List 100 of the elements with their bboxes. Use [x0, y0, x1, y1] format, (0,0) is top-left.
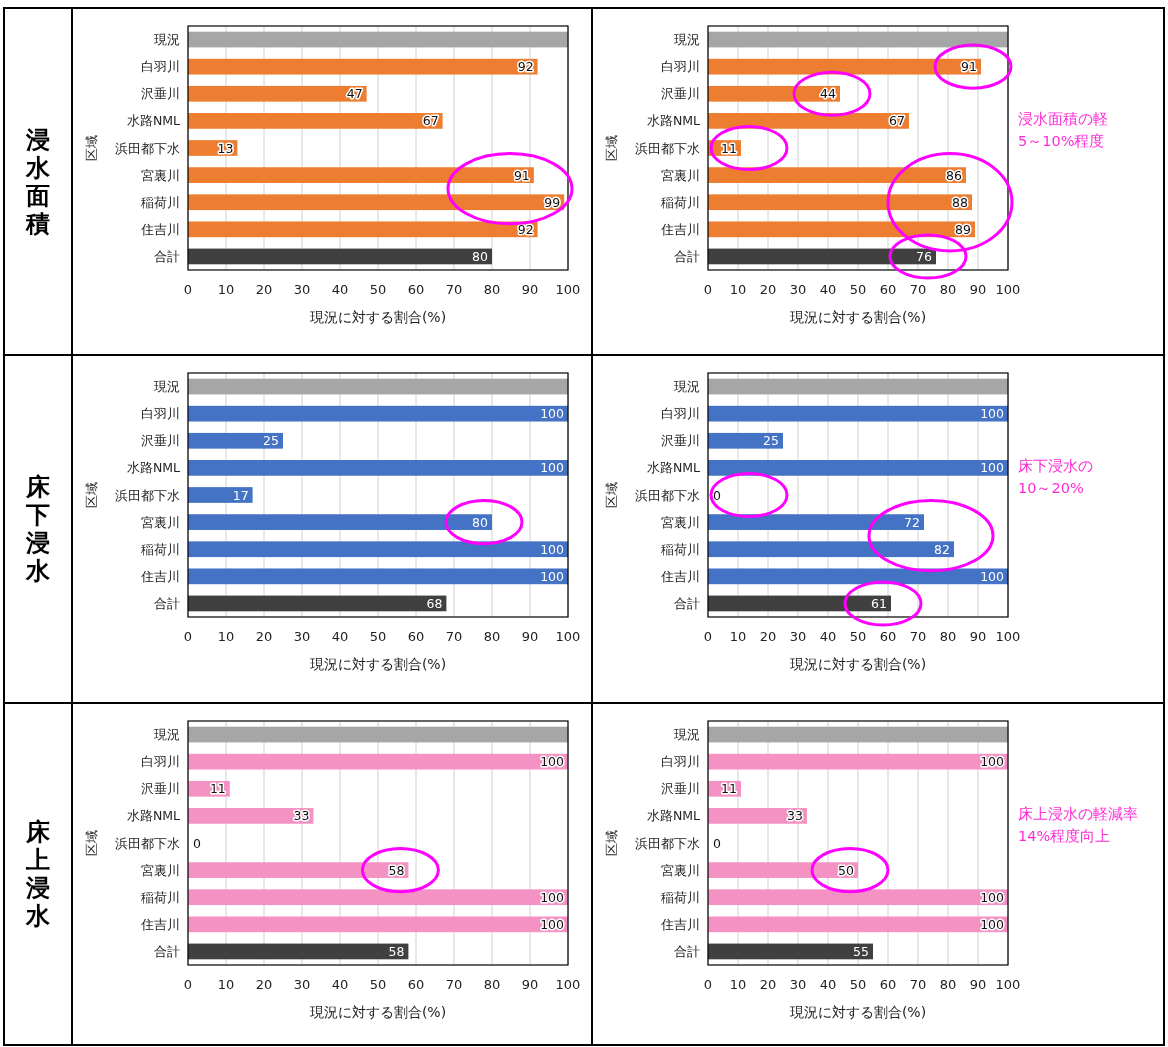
x-tick-label: 60	[407, 282, 425, 297]
y-tick-label: 稲荷川	[141, 194, 180, 210]
x-tick-label: 40	[331, 977, 349, 992]
bar	[708, 58, 981, 75]
data-label: 99	[544, 194, 561, 210]
text: 床上浸水	[25, 818, 51, 930]
y-axis-title: 区域	[84, 135, 99, 161]
bar	[708, 862, 858, 878]
bar	[708, 405, 1008, 422]
bar	[708, 889, 1008, 906]
y-tick-label: 稲荷川	[141, 889, 180, 905]
y-tick-label: 住吉川	[140, 916, 180, 932]
bar	[188, 460, 568, 476]
x-tick-label: 40	[331, 629, 349, 644]
y-tick-label: 水路NML	[126, 113, 181, 129]
y-tick-label: 現況	[154, 727, 180, 743]
bar	[188, 595, 447, 612]
y-tick-label: 水路NML	[126, 808, 181, 824]
y-tick-label: 浜田都下水	[115, 140, 180, 156]
x-tick-label: 80	[939, 629, 957, 644]
y-axis-title: 区域	[604, 135, 619, 161]
x-tick-label: 70	[909, 977, 927, 992]
y-tick-label: 合計	[674, 943, 700, 959]
y-tick-label: 白羽川	[141, 406, 180, 422]
data-label: 100	[540, 754, 565, 770]
y-tick-label: 住吉川	[660, 221, 700, 237]
y-tick-label: 浜田都下水	[635, 487, 700, 503]
x-tick-label: 60	[879, 629, 897, 644]
x-tick-label: 90	[521, 629, 539, 644]
x-tick-label: 70	[909, 282, 927, 297]
text: 浸水面積	[25, 125, 51, 238]
x-tick-label: 40	[819, 282, 837, 297]
x-tick-label: 20	[759, 629, 777, 644]
data-label: 100	[540, 568, 565, 584]
data-label: 100	[540, 889, 565, 905]
data-label: 80	[472, 248, 489, 264]
x-axis-title: 現況に対する割合(%)	[309, 656, 447, 672]
x-tick-label: 80	[939, 977, 957, 992]
x-tick-label: 10	[729, 629, 747, 644]
data-label: 33	[293, 808, 310, 824]
y-tick-label: 宮裏川	[141, 514, 180, 530]
x-axis-title: 現況に対する割合(%)	[309, 309, 447, 325]
bar	[188, 405, 568, 422]
x-tick-label: 90	[969, 282, 987, 297]
x-tick-label: 30	[293, 977, 311, 992]
y-tick-label: 宮裏川	[141, 167, 180, 183]
y-tick-label: 浜田都下水	[115, 835, 180, 851]
x-tick-label: 10	[729, 977, 747, 992]
x-tick-label: 100	[555, 977, 581, 992]
data-label: 0	[713, 487, 721, 503]
bar	[188, 541, 568, 558]
x-tick-label: 20	[255, 977, 273, 992]
x-tick-label: 80	[939, 282, 957, 297]
y-tick-label: 住吉川	[140, 221, 180, 237]
x-tick-label: 10	[217, 282, 235, 297]
data-label: 72	[904, 514, 920, 530]
x-tick-label: 20	[255, 629, 273, 644]
bar	[188, 726, 568, 743]
text: 床下浸水の	[1018, 457, 1093, 474]
x-tick-label: 70	[445, 282, 463, 297]
y-tick-label: 沢垂川	[661, 433, 700, 449]
x-tick-label: 90	[969, 977, 987, 992]
bar	[188, 85, 367, 102]
bar	[188, 113, 443, 129]
bar	[708, 378, 1008, 395]
bar	[188, 487, 253, 503]
x-tick-label: 0	[183, 629, 193, 644]
bar	[188, 221, 538, 238]
data-label: 25	[263, 433, 279, 449]
x-axis-title: 現況に対する割合(%)	[789, 656, 927, 672]
bar	[188, 568, 568, 585]
y-tick-label: 住吉川	[660, 916, 700, 932]
y-tick-label: 現況	[154, 379, 180, 395]
data-label: 25	[763, 433, 779, 449]
y-tick-label: 白羽川	[141, 59, 180, 75]
x-tick-label: 100	[995, 629, 1021, 644]
data-label: 100	[540, 460, 565, 476]
data-label: 0	[193, 835, 201, 851]
x-tick-label: 100	[995, 282, 1021, 297]
bar	[188, 862, 409, 878]
x-tick-label: 40	[819, 977, 837, 992]
y-tick-label: 沢垂川	[661, 781, 700, 797]
y-axis-title: 区域	[604, 830, 619, 856]
data-label: 100	[980, 568, 1005, 584]
y-tick-label: 宮裏川	[661, 514, 700, 530]
data-label: 92	[517, 221, 534, 237]
x-tick-label: 90	[521, 977, 539, 992]
data-label: 50	[838, 862, 855, 878]
x-tick-label: 30	[789, 977, 807, 992]
x-axis-title: 現況に対する割合(%)	[309, 1004, 447, 1020]
x-tick-label: 60	[407, 977, 425, 992]
text: 14%程度向上	[1018, 827, 1111, 844]
data-label: 33	[787, 808, 803, 824]
data-label: 11	[209, 781, 226, 797]
x-tick-label: 40	[331, 282, 349, 297]
y-tick-label: 合計	[154, 248, 180, 264]
bar	[188, 58, 538, 75]
y-tick-label: 稲荷川	[661, 194, 700, 210]
data-label: 13	[217, 140, 234, 156]
y-tick-label: 合計	[674, 595, 700, 611]
